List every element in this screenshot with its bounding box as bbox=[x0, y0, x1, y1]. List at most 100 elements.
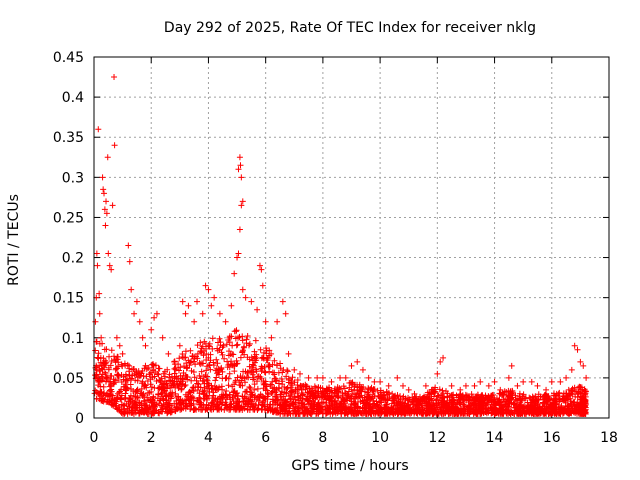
band-point bbox=[95, 355, 102, 362]
band-point bbox=[226, 401, 233, 408]
band-point bbox=[271, 384, 278, 391]
band-point bbox=[108, 401, 115, 408]
band-point bbox=[541, 402, 548, 409]
band-point bbox=[191, 374, 198, 381]
band-point bbox=[413, 405, 420, 412]
band-point bbox=[101, 369, 108, 376]
band-point bbox=[279, 369, 286, 376]
data-point bbox=[258, 266, 265, 273]
band-point bbox=[427, 396, 434, 403]
band-point bbox=[167, 390, 174, 397]
data-point bbox=[222, 318, 229, 325]
band-point bbox=[126, 362, 133, 369]
band-point bbox=[512, 392, 519, 399]
band-point bbox=[419, 397, 426, 404]
band-point bbox=[114, 365, 121, 372]
band-point bbox=[187, 400, 194, 407]
data-point bbox=[231, 270, 238, 277]
band-point bbox=[424, 410, 431, 417]
band-point bbox=[196, 372, 203, 379]
band-point bbox=[450, 404, 457, 411]
band-point bbox=[278, 388, 285, 395]
band-point bbox=[500, 410, 507, 417]
band-point bbox=[143, 384, 150, 391]
band-point bbox=[259, 365, 266, 372]
data-point bbox=[205, 286, 212, 293]
band-point bbox=[471, 400, 478, 407]
band-point bbox=[120, 376, 127, 383]
band-point bbox=[540, 400, 547, 407]
data-point bbox=[577, 358, 584, 365]
data-point bbox=[102, 222, 109, 229]
band-point bbox=[268, 381, 275, 388]
band-point bbox=[569, 408, 576, 415]
band-point bbox=[122, 390, 129, 397]
band-point bbox=[479, 405, 486, 412]
data-point bbox=[111, 74, 118, 81]
band-point bbox=[110, 381, 117, 388]
data-point bbox=[99, 174, 106, 181]
band-point bbox=[150, 361, 157, 368]
band-point bbox=[498, 391, 505, 398]
band-point bbox=[278, 404, 285, 411]
band-point bbox=[134, 394, 141, 401]
band-point bbox=[298, 402, 305, 409]
band-point bbox=[184, 393, 191, 400]
band-point bbox=[252, 402, 259, 409]
band-point bbox=[482, 409, 489, 416]
band-point bbox=[520, 391, 527, 398]
data-point bbox=[128, 286, 135, 293]
band-point bbox=[194, 380, 201, 387]
data-point bbox=[113, 334, 120, 341]
data-point bbox=[557, 378, 564, 385]
band-point bbox=[348, 386, 355, 393]
band-point bbox=[166, 400, 173, 407]
data-point bbox=[428, 386, 435, 393]
band-point bbox=[229, 342, 236, 349]
band-point bbox=[96, 367, 103, 374]
data-point bbox=[580, 362, 587, 369]
band-point bbox=[160, 370, 167, 377]
band-point bbox=[366, 405, 373, 412]
band-point bbox=[127, 392, 134, 399]
x-tick-label: 12 bbox=[428, 430, 446, 446]
band-point bbox=[266, 347, 273, 354]
band-point bbox=[439, 387, 446, 394]
data-point bbox=[262, 318, 269, 325]
band-point bbox=[223, 374, 230, 381]
data-point bbox=[477, 378, 484, 385]
band-point bbox=[193, 406, 200, 413]
data-point bbox=[528, 378, 535, 385]
band-point bbox=[167, 378, 174, 385]
band-point bbox=[234, 360, 241, 367]
band-point bbox=[457, 400, 464, 407]
band-point bbox=[567, 401, 574, 408]
band-point bbox=[300, 409, 307, 416]
band-point bbox=[244, 333, 251, 340]
y-tick-label: 0.35 bbox=[53, 130, 84, 146]
data-point bbox=[191, 318, 198, 325]
band-point bbox=[385, 408, 392, 415]
band-point bbox=[148, 388, 155, 395]
band-point bbox=[92, 372, 99, 379]
band-point bbox=[261, 369, 268, 376]
data-point bbox=[305, 374, 312, 381]
y-axis-label: ROTI / TECUs bbox=[6, 194, 22, 286]
band-point bbox=[126, 395, 133, 402]
band-point bbox=[570, 399, 577, 406]
plot-frame bbox=[93, 56, 610, 419]
band-point bbox=[299, 392, 306, 399]
band-point bbox=[172, 390, 179, 397]
band-point bbox=[180, 363, 187, 370]
band-point bbox=[356, 408, 363, 415]
band-point bbox=[183, 373, 190, 380]
band-point bbox=[537, 407, 544, 414]
band-point bbox=[501, 398, 508, 405]
data-point bbox=[377, 378, 384, 385]
band-point bbox=[99, 395, 106, 402]
band-point bbox=[341, 400, 348, 407]
band-point bbox=[285, 375, 292, 382]
band-point bbox=[188, 387, 195, 394]
band-point bbox=[134, 386, 141, 393]
band-point bbox=[239, 347, 246, 354]
